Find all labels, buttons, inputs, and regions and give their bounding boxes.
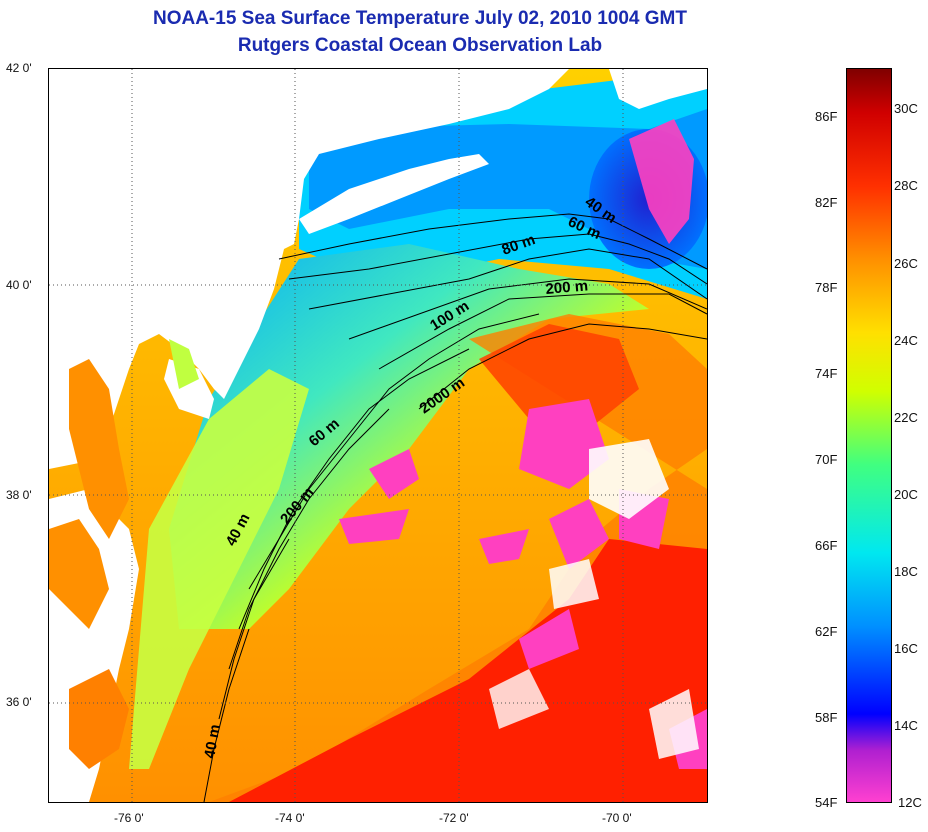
temperature-colorbar	[846, 68, 892, 803]
cbar-c-label: 28C	[894, 178, 918, 193]
cbar-c-label: 26C	[894, 256, 918, 271]
cloud-patch	[339, 509, 409, 544]
cbar-f-label: 78F	[815, 280, 838, 295]
map-title: NOAA-15 Sea Surface Temperature July 02,…	[152, 8, 687, 29]
cbar-c-label: 18C	[894, 564, 918, 579]
cloud-patch	[479, 529, 529, 564]
cbar-c-label: 20C	[894, 487, 918, 502]
cbar-c-label: 14C	[894, 718, 918, 733]
cbar-f-label: 70F	[815, 452, 838, 467]
graticule	[49, 69, 707, 802]
map-subtitle: Rutgers Coastal Ocean Observation Lab	[237, 35, 603, 56]
warm-core	[479, 324, 639, 429]
land-northeast	[49, 69, 569, 469]
cbar-c-label: 22C	[894, 410, 918, 425]
cbar-c-label: 24C	[894, 333, 918, 348]
colorbar-gradient	[847, 69, 891, 802]
estuary	[49, 519, 109, 629]
cloud-patch	[519, 609, 579, 669]
lon-label-72: -72 0'	[439, 811, 469, 825]
cloud-patch	[549, 499, 609, 569]
cloud-patch-north	[629, 119, 694, 244]
contour-label-40m-south: 40 m	[201, 723, 224, 760]
lat-label-40: 40 0'	[6, 278, 32, 292]
gulf-stream	[229, 539, 707, 802]
cloud-white	[589, 439, 669, 519]
lat-label-42: 42 0'	[6, 61, 32, 75]
cbar-f-label: 54F	[815, 795, 838, 810]
lat-label-36: 36 0'	[6, 695, 32, 709]
land-long-island	[299, 154, 489, 234]
lon-label-74: -74 0'	[275, 811, 305, 825]
lon-label-76: -76 0'	[114, 811, 144, 825]
cloud-white	[549, 559, 599, 609]
cbar-c-label: 30C	[894, 101, 918, 116]
cbar-f-label: 58F	[815, 710, 838, 725]
bathymetry-contours	[203, 213, 707, 802]
cbar-f-label: 82F	[815, 195, 838, 210]
lon-label-70: -70 0'	[602, 811, 632, 825]
land-cape-cod	[609, 69, 707, 109]
cbar-f-label: 66F	[815, 538, 838, 553]
contour-label-200m-north: 200 m	[545, 277, 589, 298]
cbar-f-label: 62F	[815, 624, 838, 639]
inner-shelf-water	[129, 369, 309, 769]
cbar-f-label: 86F	[815, 109, 838, 124]
lat-label-38: 38 0'	[6, 488, 32, 502]
pamlico-sound	[69, 669, 129, 769]
chesapeake-bay	[69, 359, 129, 539]
cloud-white	[489, 669, 549, 729]
cloud-white	[649, 689, 699, 759]
cloud-patch	[369, 449, 419, 499]
delaware-bay	[169, 339, 199, 389]
cbar-c-label: 12C	[898, 795, 922, 810]
cbar-f-label: 74F	[815, 366, 838, 381]
sst-map: 40 m 60 m 80 m 200 m 100 m 2000 m 60 m 2…	[48, 68, 708, 803]
cloud-patch	[519, 399, 609, 489]
cbar-c-label: 16C	[894, 641, 918, 656]
